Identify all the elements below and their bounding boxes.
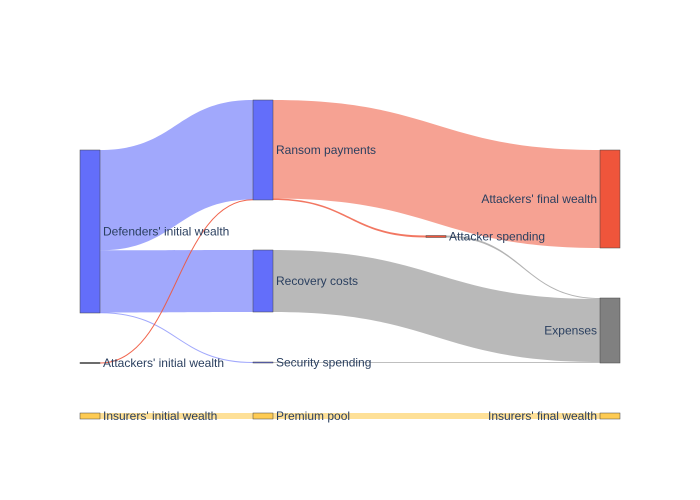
node-label-expenses: Expenses — [544, 324, 597, 338]
node-label-attackers-initial: Attackers' initial wealth — [103, 356, 224, 370]
node-label-recovery: Recovery costs — [276, 274, 358, 288]
node-label-defenders-initial: Defenders' initial wealth — [103, 225, 229, 239]
nodes-layer — [79, 99, 621, 420]
node-defenders-initial — [79, 149, 101, 314]
links-layer — [99, 100, 601, 419]
node-ransom — [252, 99, 274, 201]
node-expenses — [599, 297, 621, 364]
node-attackers-final — [599, 149, 621, 249]
node-label-attackers-final: Attackers' final wealth — [481, 192, 597, 206]
node-recovery — [252, 249, 274, 313]
node-label-premium: Premium pool — [276, 409, 350, 423]
link-recovery-to-expenses — [273, 250, 600, 362]
node-label-insurers-final: Insurers' final wealth — [488, 409, 597, 423]
labels-layer: Defenders' initial wealth Attackers' init… — [103, 143, 597, 423]
node-attacker-spending — [425, 235, 447, 238]
node-label-ransom: Ransom payments — [276, 143, 376, 157]
link-attackers_initial-to-ransom — [99, 199, 254, 364]
node-attackers-initial — [79, 362, 101, 364]
link-defenders_initial-to-ransom — [100, 100, 253, 251]
node-label-security: Security spending — [276, 356, 371, 370]
node-insurers-final — [599, 412, 621, 420]
link-ransom-to-attackers_final — [273, 100, 600, 248]
node-label-attacker-spending: Attacker spending — [449, 230, 545, 244]
link-premium-to-insurers_final — [273, 413, 600, 419]
node-premium — [252, 412, 274, 420]
link-ransom-to-attacker_spending — [273, 198, 426, 238]
node-security — [252, 361, 274, 364]
node-insurers-initial — [79, 412, 101, 420]
link-insurers_initial-to-premium — [100, 413, 253, 419]
node-label-insurers-initial: Insurers' initial wealth — [103, 409, 217, 423]
link-defenders_initial-to-security — [99, 312, 254, 363]
link-attacker_spending-to-expenses — [446, 235, 600, 300]
